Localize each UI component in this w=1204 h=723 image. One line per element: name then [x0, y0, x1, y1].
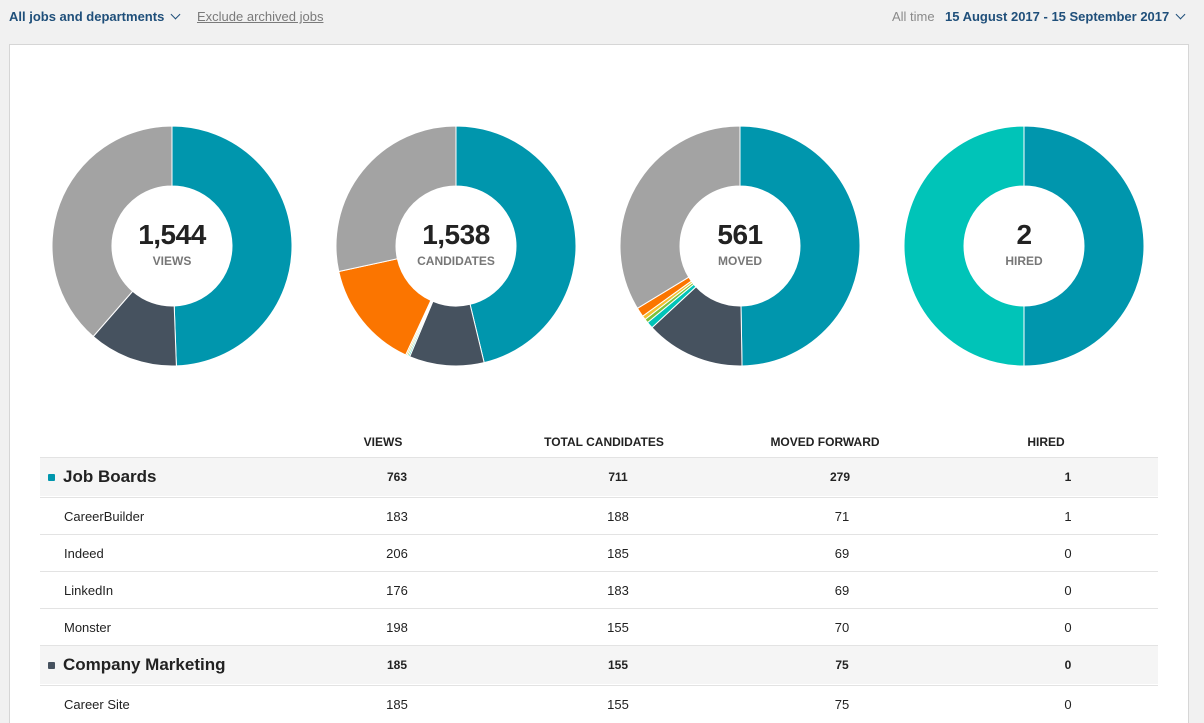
table-row-company-marketing[interactable]: Company Marketing 185 155 75 0 [40, 645, 1158, 684]
toolbar: All jobs and departments Exclude archive… [0, 0, 1204, 34]
hired-cell: 0 [1064, 582, 1072, 598]
hired-donut-chart: 2 HIRED [903, 125, 1145, 367]
chevron-down-icon [170, 9, 181, 20]
views-cell: 763 [386, 470, 408, 484]
candidates-cell: 188 [607, 508, 629, 524]
source-name: Company Marketing [63, 655, 226, 674]
views-cell: 176 [386, 582, 408, 598]
donut-slice-2[interactable] [51, 125, 173, 338]
date-range-label: 15 August 2017 - 15 September 2017 [945, 9, 1170, 24]
moved-forward-cell: 70 [834, 619, 850, 635]
donut-svg [903, 125, 1145, 367]
period-label: All time [892, 9, 935, 24]
candidates-cell: 711 [608, 470, 628, 484]
table-row-careerbuilder[interactable]: CareerBuilder 183 188 71 1 [40, 497, 1158, 534]
source-color-swatch [48, 473, 55, 481]
views-cell: 185 [386, 658, 408, 672]
source-name: Job Boards [63, 467, 157, 486]
candidates-cell: 155 [607, 658, 629, 672]
candidates-cell: 155 [607, 696, 629, 712]
hired-cell: 1 [1064, 470, 1072, 484]
donut-svg [619, 125, 861, 367]
views-cell: 183 [386, 508, 408, 524]
moved-forward-cell: 279 [829, 470, 851, 484]
date-range-dropdown[interactable]: 15 August 2017 - 15 September 2017 [945, 9, 1186, 24]
column-header-views[interactable]: VIEWS [363, 435, 403, 449]
moved-forward-cell: 69 [834, 582, 850, 598]
moved-forward-cell: 75 [834, 696, 850, 712]
source-color-swatch [48, 661, 55, 669]
views-donut-chart: 1,544 VIEWS [51, 125, 293, 367]
hired-cell: 0 [1064, 658, 1072, 672]
source-name: Monster [64, 619, 111, 635]
views-cell: 206 [386, 545, 408, 561]
moved-forward-cell: 71 [834, 508, 850, 524]
views-cell: 198 [386, 619, 408, 635]
source-name: Career Site [64, 696, 130, 712]
donut-slice-6[interactable] [335, 125, 457, 273]
table-row-career-site[interactable]: Career Site 185 155 75 0 [40, 685, 1158, 722]
table-row-indeed[interactable]: Indeed 206 185 69 0 [40, 534, 1158, 571]
views-cell: 185 [386, 696, 408, 712]
donut-slice-1[interactable] [903, 125, 1025, 367]
candidates-cell: 155 [607, 619, 629, 635]
jobs-filter-label: All jobs and departments [9, 9, 165, 24]
table-row-linkedin[interactable]: LinkedIn 176 183 69 0 [40, 571, 1158, 608]
donut-svg [51, 125, 293, 367]
hired-cell: 1 [1064, 508, 1072, 524]
table-row-job-boards[interactable]: Job Boards 763 711 279 1 [40, 457, 1158, 496]
source-name: Indeed [64, 545, 104, 561]
donut-slice-job-boards[interactable] [1023, 125, 1145, 367]
donut-slice-6[interactable] [619, 125, 741, 310]
chevron-down-icon [1175, 9, 1186, 20]
source-name: LinkedIn [64, 582, 114, 598]
hired-cell: 0 [1064, 696, 1072, 712]
table-row-monster[interactable]: Monster 198 155 70 0 [40, 608, 1158, 645]
column-header-moved-forward[interactable]: MOVED FORWARD [770, 435, 880, 449]
exclude-archived-link[interactable]: Exclude archived jobs [197, 9, 324, 24]
moved-donut-chart: 561 MOVED [619, 125, 861, 367]
jobs-filter-dropdown[interactable]: All jobs and departments [9, 9, 181, 24]
column-header-total-candidates[interactable]: TOTAL CANDIDATES [544, 435, 664, 449]
source-name: CareerBuilder [64, 508, 145, 524]
moved-forward-cell: 75 [835, 658, 849, 672]
donut-slice-job-boards[interactable] [171, 125, 293, 367]
column-header-hired[interactable]: HIRED [1027, 435, 1065, 449]
donut-svg [335, 125, 577, 367]
donut-slice-job-boards[interactable] [455, 125, 577, 364]
moved-forward-cell: 69 [834, 545, 850, 561]
hired-cell: 0 [1064, 619, 1072, 635]
candidates-donut-chart: 1,538 CANDIDATES [335, 125, 577, 367]
candidates-cell: 183 [607, 582, 629, 598]
donut-slice-job-boards[interactable] [739, 125, 861, 367]
candidates-cell: 185 [607, 545, 629, 561]
hired-cell: 0 [1064, 545, 1072, 561]
